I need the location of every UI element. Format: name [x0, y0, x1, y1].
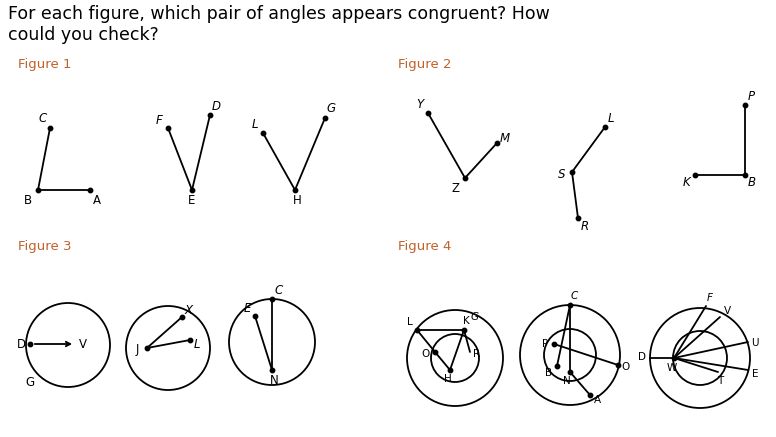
Text: B: B [748, 177, 756, 190]
Text: Figure 3: Figure 3 [18, 240, 71, 253]
Text: D: D [638, 352, 646, 362]
Text: L: L [194, 337, 200, 350]
Text: N: N [563, 376, 571, 386]
Text: G: G [471, 312, 479, 322]
Text: L: L [407, 317, 413, 327]
Text: X: X [184, 304, 192, 316]
Text: For each figure, which pair of angles appears congruent? How: For each figure, which pair of angles ap… [8, 5, 550, 23]
Text: P: P [542, 339, 548, 349]
Text: H: H [444, 374, 452, 384]
Text: Figure 2: Figure 2 [398, 58, 452, 71]
Text: N: N [269, 374, 279, 386]
Text: R: R [473, 349, 480, 359]
Text: T: T [717, 376, 723, 386]
Text: L: L [251, 118, 258, 131]
Text: Figure 4: Figure 4 [398, 240, 452, 253]
Text: K: K [683, 177, 691, 190]
Text: L: L [608, 112, 615, 125]
Text: D: D [212, 101, 220, 114]
Text: O: O [422, 349, 430, 359]
Text: R: R [581, 219, 589, 232]
Text: C: C [275, 284, 283, 298]
Text: G: G [327, 103, 335, 115]
Text: F: F [156, 114, 162, 126]
Text: O: O [621, 362, 629, 372]
Text: K: K [462, 316, 469, 326]
Text: E: E [244, 302, 251, 316]
Text: could you check?: could you check? [8, 26, 159, 44]
Text: Z: Z [451, 181, 459, 194]
Text: V: V [79, 339, 87, 351]
Text: C: C [570, 291, 577, 301]
Text: W: W [667, 363, 677, 373]
Text: Figure 1: Figure 1 [18, 58, 71, 71]
Text: P: P [747, 90, 754, 104]
Text: Y: Y [417, 98, 424, 111]
Text: J: J [135, 343, 139, 357]
Text: U: U [751, 338, 759, 348]
Text: S: S [558, 167, 566, 180]
Text: M: M [500, 132, 510, 145]
Text: B: B [546, 368, 553, 378]
Text: A: A [93, 194, 101, 207]
Text: C: C [39, 112, 47, 125]
Text: G: G [26, 377, 35, 389]
Text: V: V [723, 306, 730, 316]
Text: E: E [752, 369, 758, 379]
Text: E: E [189, 194, 196, 208]
Text: H: H [293, 194, 301, 208]
Text: A: A [594, 395, 601, 405]
Text: D: D [16, 339, 26, 351]
Text: B: B [24, 194, 32, 207]
Text: F: F [707, 293, 713, 303]
